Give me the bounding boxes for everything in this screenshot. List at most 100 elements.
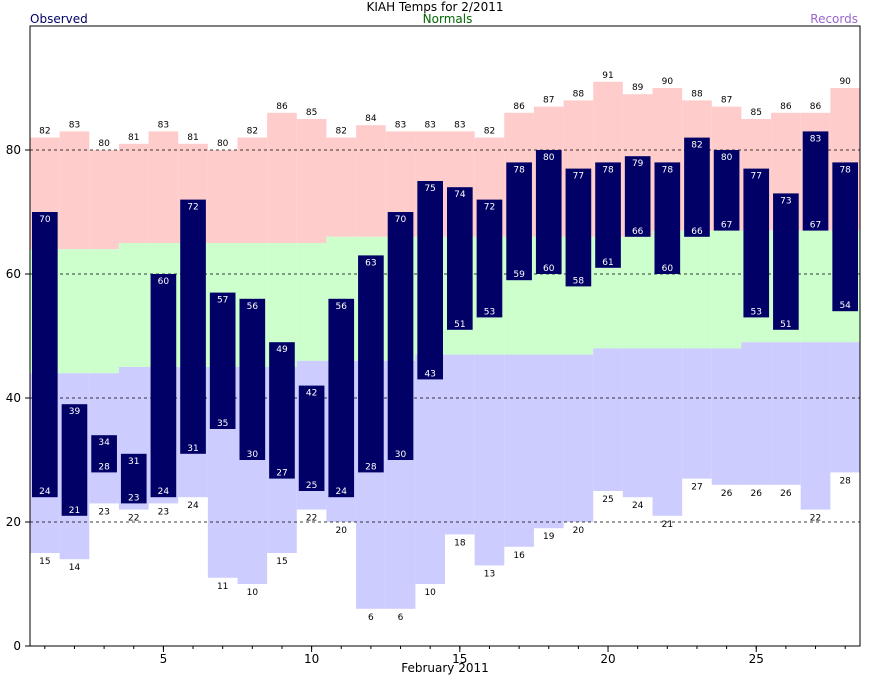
observed-bar-20 (595, 162, 621, 268)
record-high-band-3 (89, 150, 119, 250)
record-high-label-25: 85 (751, 108, 762, 118)
observed-low-label-9: 27 (276, 469, 287, 479)
record-low-label-6: 24 (187, 501, 199, 511)
observed-bar-14 (417, 181, 443, 380)
observed-bar-15 (447, 187, 473, 330)
observed-bar-13 (387, 212, 414, 460)
observed-high-label-21: 79 (632, 159, 644, 169)
record-high-label-4: 81 (128, 133, 139, 143)
observed-low-label-14: 43 (424, 369, 435, 379)
observed-low-label-10: 25 (306, 481, 317, 491)
record-high-label-2: 83 (69, 120, 80, 130)
observed-high-label-9: 49 (276, 345, 288, 355)
record-high-label-13: 83 (395, 120, 406, 130)
observed-low-label-25: 53 (751, 307, 762, 317)
observed-low-label-20: 61 (602, 258, 613, 268)
record-high-label-20: 91 (602, 71, 613, 81)
observed-low-label-21: 66 (632, 227, 644, 237)
observed-low-label-24: 67 (721, 221, 732, 231)
record-low-label-19: 20 (573, 526, 585, 536)
x-axis-label: February 2011 (401, 661, 489, 675)
value-labels: 82 15 70 24 83 14 39 21 80 23 34 28 81 22 31 23 83 23 60 24… (39, 71, 851, 623)
normal-band-3 (89, 249, 119, 374)
record-low-band-24 (711, 348, 742, 485)
record-high-label-17: 86 (513, 102, 525, 112)
record-high-label-6: 81 (187, 133, 198, 143)
observed-bar-23 (684, 137, 710, 237)
normal-band-2 (59, 249, 90, 374)
record-low-label-15: 18 (454, 538, 466, 548)
observed-bar-3 (91, 435, 117, 473)
observed-high-label-14: 75 (424, 184, 435, 194)
x-tick-label-10: 10 (304, 652, 319, 666)
record-low-band-19 (563, 354, 594, 522)
observed-bar-21 (624, 156, 651, 237)
record-low-label-14: 10 (424, 588, 436, 598)
record-low-band-22 (652, 348, 683, 516)
record-high-label-11: 82 (336, 127, 347, 137)
record-low-label-27: 22 (810, 514, 821, 524)
record-high-label-27: 86 (810, 102, 822, 112)
observed-bars (32, 131, 858, 516)
record-low-label-5: 23 (158, 507, 169, 517)
observed-low-label-26: 51 (780, 320, 791, 330)
record-low-label-3: 23 (98, 507, 109, 517)
record-low-band-17 (504, 354, 534, 547)
observed-high-label-17: 78 (513, 165, 525, 175)
observed-bar-24 (713, 150, 740, 231)
y-tick-label-80: 80 (6, 143, 21, 157)
record-high-label-18: 87 (543, 96, 554, 106)
record-low-label-21: 24 (632, 501, 644, 511)
observed-low-label-15: 51 (454, 320, 465, 330)
y-tick-label-20: 20 (6, 515, 21, 529)
record-low-label-13: 6 (398, 613, 404, 623)
observed-low-label-27: 67 (810, 221, 821, 231)
record-high-band-11 (326, 137, 357, 237)
record-high-label-9: 86 (276, 102, 288, 112)
legend-normals: Normals (422, 12, 473, 26)
observed-low-label-17: 59 (513, 270, 525, 280)
normal-band-21 (622, 236, 653, 349)
observed-bar-18 (535, 150, 562, 274)
normal-band-27 (800, 230, 831, 343)
record-low-label-22: 21 (662, 520, 673, 530)
x-tick-label-15: 15 (452, 652, 467, 666)
observed-bar-7 (209, 292, 236, 429)
observed-bar-9 (269, 342, 295, 479)
record-high-label-21: 89 (632, 83, 644, 93)
record-low-label-26: 26 (780, 489, 792, 499)
observed-bar-28 (832, 162, 858, 312)
y-tick-label-0: 0 (13, 639, 21, 653)
observed-high-label-25: 77 (751, 172, 762, 182)
observed-low-label-16: 53 (484, 307, 495, 317)
observed-high-label-12: 63 (365, 258, 376, 268)
record-low-label-24: 26 (721, 489, 733, 499)
x-tick-label-5: 5 (160, 652, 168, 666)
observed-low-label-23: 66 (691, 227, 703, 237)
observed-bar-10 (298, 385, 325, 491)
record-low-band-21 (622, 348, 653, 498)
observed-low-label-11: 24 (336, 487, 348, 497)
observed-high-label-15: 74 (454, 190, 466, 200)
record-low-label-18: 19 (543, 532, 555, 542)
record-low-label-7: 11 (217, 582, 228, 592)
record-low-label-11: 20 (336, 526, 348, 536)
record-high-label-5: 83 (158, 120, 169, 130)
legend-observed: Observed (30, 12, 88, 26)
observed-bar-6 (180, 199, 206, 454)
record-low-band-14 (415, 354, 445, 584)
record-low-band-15 (445, 354, 475, 535)
record-low-band-25 (741, 342, 772, 485)
observed-low-label-2: 21 (69, 506, 80, 516)
observed-bar-5 (150, 274, 177, 498)
observed-bar-17 (506, 162, 532, 281)
plot-frame (29, 25, 861, 647)
record-low-label-4: 22 (128, 514, 139, 524)
record-high-label-14: 83 (424, 120, 435, 130)
observed-low-label-18: 60 (543, 264, 555, 274)
observed-high-label-19: 77 (573, 172, 584, 182)
observed-high-label-24: 80 (721, 153, 733, 163)
record-high-label-28: 90 (839, 77, 851, 87)
observed-high-label-2: 39 (69, 407, 81, 417)
